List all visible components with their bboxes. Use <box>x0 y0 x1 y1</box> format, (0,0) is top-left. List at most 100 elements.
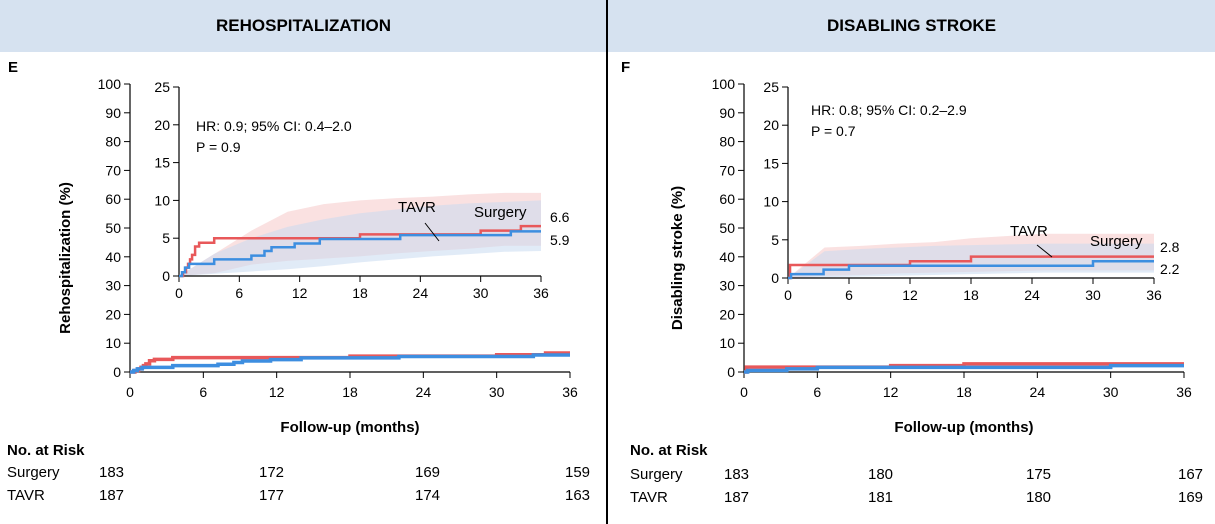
inset-x-tick-label: 6 <box>845 287 853 303</box>
inset-x-tick-label: 12 <box>902 287 918 303</box>
inset-x-tick-label: 6 <box>235 285 243 301</box>
surgery-curve-label: Surgery <box>1090 233 1143 250</box>
x-tick-label: 12 <box>883 384 899 400</box>
tavr-end-value: 2.2 <box>1160 261 1180 277</box>
y-tick-label: 0 <box>113 364 121 380</box>
x-tick-label: 36 <box>562 384 578 400</box>
surgery-end-value: 6.6 <box>550 209 570 225</box>
p-value-text: P = 0.9 <box>196 139 241 155</box>
panel-rehospitalization: REHOSPITALIZATION E 0 10 20 30 40 50 60 70 80 90 10… <box>0 0 607 524</box>
x-tick-label: 18 <box>956 384 972 400</box>
inset-x-tick-label: 12 <box>292 285 308 301</box>
y-axis-label: Rehospitalization (%) <box>57 182 74 334</box>
y-tick-label: 60 <box>105 191 121 207</box>
inset-x-tick-label: 0 <box>175 285 183 301</box>
x-axis-label: Follow-up (months) <box>894 419 1033 436</box>
x-tick-label: 0 <box>126 384 134 400</box>
risk-value: 183 <box>724 466 750 483</box>
y-tick-label: 80 <box>105 134 121 150</box>
inset-x-tick-label: 36 <box>1146 287 1162 303</box>
panel-letter: F <box>621 59 630 76</box>
hazard-ratio-text: HR: 0.9; 95% CI: 0.4–2.0 <box>196 118 352 134</box>
x-axis-label: Follow-up (months) <box>280 419 419 436</box>
y-tick-label: 70 <box>105 162 121 178</box>
inset-x-tick-label: 0 <box>784 287 792 303</box>
inset-y-tick-label: 0 <box>771 270 779 286</box>
tavr-curve <box>744 363 1184 374</box>
inset-y-tick-label: 5 <box>771 232 779 248</box>
inset-y-tick-label: 15 <box>763 155 779 171</box>
risk-value: 181 <box>868 489 894 506</box>
inset-tavr-curve <box>788 259 1154 280</box>
inset-x-tick-label: 18 <box>963 287 979 303</box>
y-tick-label: 100 <box>98 76 122 92</box>
inset-x-tick-label: 24 <box>413 285 429 301</box>
y-axis-label: Disabling stroke (%) <box>669 186 686 330</box>
panel-letter: E <box>8 59 18 76</box>
y-tick-label: 30 <box>719 278 735 294</box>
x-tick-label: 6 <box>813 384 821 400</box>
risk-value: 177 <box>259 487 285 504</box>
surgery-end-value: 2.8 <box>1160 239 1180 255</box>
tavr-label-pointer <box>424 222 440 242</box>
inset-y-tick-label: 20 <box>763 117 779 133</box>
tavr-label-pointer <box>1036 244 1053 258</box>
risk-value: 180 <box>1026 489 1052 506</box>
y-tick-label: 90 <box>105 105 121 121</box>
x-tick-label: 30 <box>489 384 505 400</box>
y-tick-label: 50 <box>719 220 735 236</box>
risk-table-title: No. at Risk <box>7 442 85 459</box>
inset-y-tick-label: 0 <box>162 268 170 284</box>
y-tick-label: 50 <box>105 220 121 236</box>
tavr-curve <box>130 353 570 374</box>
panel-header: DISABLING STROKE <box>608 0 1215 52</box>
risk-label: TAVR <box>630 489 668 506</box>
p-value-text: P = 0.7 <box>811 123 856 139</box>
risk-value: 172 <box>259 464 285 481</box>
inset-x-tick-label: 30 <box>1085 287 1101 303</box>
x-tick-label: 30 <box>1103 384 1119 400</box>
panel-disabling-stroke: DISABLING STROKE F 0 10 20 30 40 50 60 70 80 90 100… <box>608 0 1215 524</box>
risk-value: 175 <box>1026 466 1052 483</box>
panel-header: REHOSPITALIZATION <box>0 0 607 52</box>
y-tick-label: 10 <box>719 335 735 351</box>
y-tick-label: 60 <box>719 191 735 207</box>
risk-value: 187 <box>99 487 125 504</box>
inset-y-tick-label: 20 <box>154 117 170 133</box>
inset-y-tick-label: 10 <box>763 194 779 210</box>
inset-y-tick-label: 25 <box>154 79 170 95</box>
risk-value: 169 <box>1178 489 1204 506</box>
inset-y-tick-label: 10 <box>154 192 170 208</box>
x-tick-label: 24 <box>416 384 432 400</box>
surgery-curve-label: Surgery <box>474 204 527 221</box>
inset-x-tick-label: 36 <box>533 285 549 301</box>
risk-value: 183 <box>99 464 125 481</box>
y-tick-label: 20 <box>719 306 735 322</box>
y-tick-label: 40 <box>105 249 121 265</box>
y-tick-label: 70 <box>719 162 735 178</box>
risk-label: Surgery <box>630 466 683 483</box>
y-tick-label: 90 <box>719 105 735 121</box>
tavr-curve-label: TAVR <box>398 199 436 216</box>
y-tick-label: 80 <box>719 134 735 150</box>
risk-table-title: No. at Risk <box>630 442 708 459</box>
inset-y-tick-label: 25 <box>763 79 779 95</box>
tavr-curve-label: TAVR <box>1010 223 1048 240</box>
inset-x-tick-label: 24 <box>1024 287 1040 303</box>
x-tick-label: 12 <box>269 384 285 400</box>
risk-value: 159 <box>565 464 591 481</box>
tavr-end-value: 5.9 <box>550 232 570 248</box>
y-tick-label: 20 <box>105 306 121 322</box>
y-tick-label: 100 <box>712 76 736 92</box>
risk-label: Surgery <box>7 464 60 481</box>
risk-value: 167 <box>1178 466 1204 483</box>
risk-value: 187 <box>724 489 750 506</box>
risk-value: 163 <box>565 487 591 504</box>
y-tick-label: 0 <box>727 364 735 380</box>
risk-value: 180 <box>868 466 894 483</box>
x-tick-label: 6 <box>199 384 207 400</box>
x-tick-label: 24 <box>1030 384 1046 400</box>
y-tick-label: 10 <box>105 335 121 351</box>
